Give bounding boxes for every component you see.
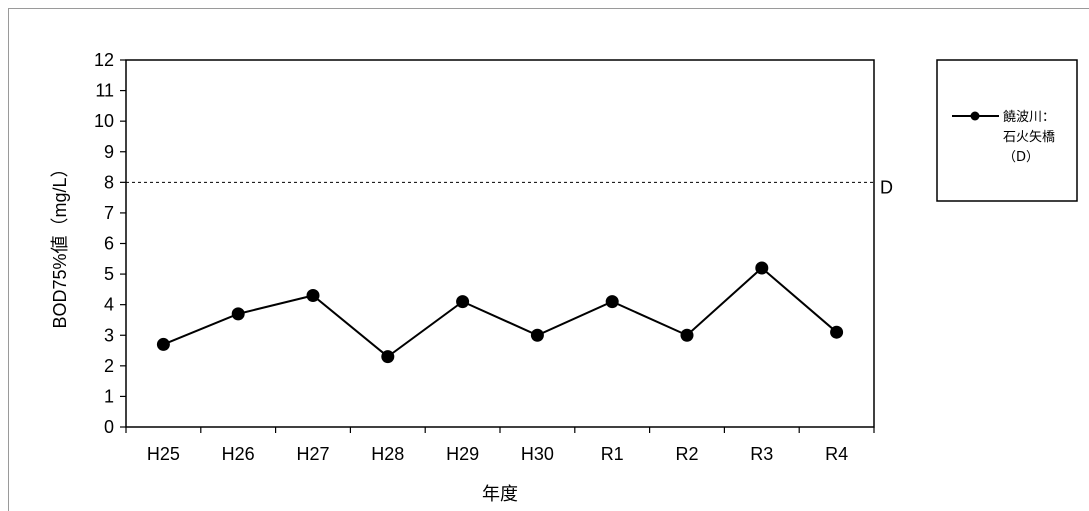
y-tick-label: 6 (104, 234, 114, 254)
x-tick-label: H26 (222, 444, 255, 464)
y-tick-label: 12 (94, 50, 114, 70)
y-tick-label: 3 (104, 325, 114, 345)
y-tick-label: 4 (104, 295, 114, 315)
chart-frame (8, 8, 1089, 511)
data-point (456, 295, 470, 309)
legend-label: 饒波川： (1003, 109, 1055, 125)
x-tick-label: H28 (371, 444, 404, 464)
y-tick-label: 8 (104, 172, 114, 192)
y-tick-label: 5 (104, 264, 114, 284)
data-point (680, 328, 694, 342)
data-point (530, 328, 544, 342)
legend: 饒波川： 石火矢橋 （D） (936, 59, 1078, 202)
x-tick-label: R2 (675, 444, 698, 464)
reference-line-label: D (880, 177, 893, 197)
data-point (605, 295, 619, 309)
y-tick-label: 2 (104, 356, 114, 376)
x-tick-label: R3 (750, 444, 773, 464)
x-tick-label: H30 (521, 444, 554, 464)
legend-label: （D） (1003, 150, 1039, 165)
y-tick-label: 10 (94, 111, 114, 131)
y-tick-label: 1 (104, 386, 114, 406)
y-tick-label: 9 (104, 142, 114, 162)
legend-label: 石火矢橋 (1003, 130, 1055, 145)
series-line (163, 266, 838, 358)
x-tick-label: R4 (825, 444, 848, 464)
plot-area (125, 59, 875, 428)
data-point (156, 337, 170, 351)
y-tick-label: 0 (104, 417, 114, 437)
x-tick-label: H29 (446, 444, 479, 464)
data-point (830, 325, 844, 339)
legend-marker (970, 111, 980, 121)
legend-box (936, 59, 1078, 202)
x-axis-title: 年度 (482, 484, 518, 504)
data-point (381, 350, 395, 364)
y-axis-title: BOD75%値（mg/L） (50, 159, 70, 328)
x-tick-label: H25 (147, 444, 180, 464)
x-tick-label: H27 (296, 444, 329, 464)
data-point (755, 261, 769, 275)
data-point (231, 307, 245, 321)
data-point (306, 288, 320, 302)
y-tick-label: 7 (104, 203, 114, 223)
x-tick-label: R1 (601, 444, 624, 464)
y-tick-label: 11 (95, 81, 114, 101)
